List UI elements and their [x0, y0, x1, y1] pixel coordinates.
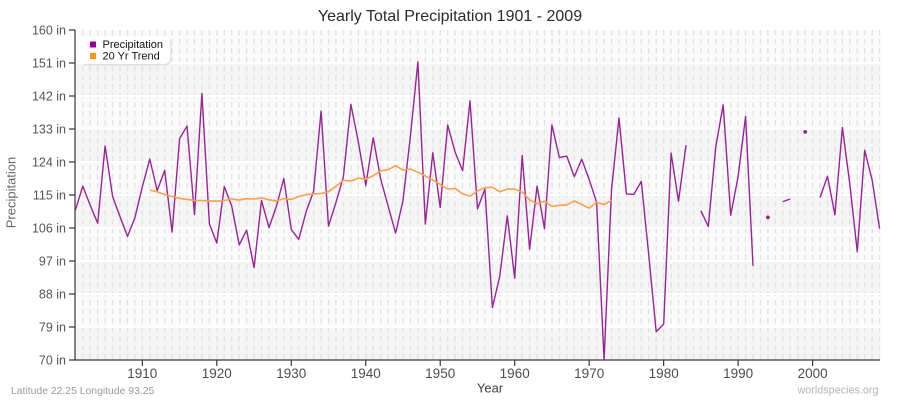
svg-text:Yearly Total Precipitation 190: Yearly Total Precipitation 1901 - 2009 — [318, 8, 582, 25]
svg-text:Precipitation: Precipitation — [103, 39, 164, 51]
svg-text:124 in: 124 in — [32, 156, 66, 170]
svg-text:88 in: 88 in — [39, 288, 66, 302]
svg-text:142 in: 142 in — [32, 90, 66, 104]
svg-text:Year: Year — [477, 381, 504, 396]
svg-text:1960: 1960 — [500, 366, 530, 381]
svg-text:115 in: 115 in — [33, 189, 66, 203]
svg-text:20 Yr Trend: 20 Yr Trend — [103, 51, 160, 63]
svg-text:1920: 1920 — [202, 366, 232, 381]
svg-text:106 in: 106 in — [32, 222, 66, 236]
svg-text:1930: 1930 — [276, 366, 306, 381]
svg-text:worldspecies.org: worldspecies.org — [796, 385, 878, 397]
svg-text:1990: 1990 — [723, 366, 753, 381]
svg-text:133 in: 133 in — [32, 123, 66, 137]
svg-text:151 in: 151 in — [32, 57, 66, 71]
svg-text:1980: 1980 — [649, 366, 679, 381]
svg-text:97 in: 97 in — [39, 255, 66, 269]
svg-text:Precipitation: Precipitation — [4, 157, 19, 229]
svg-text:2000: 2000 — [798, 366, 828, 381]
svg-text:1970: 1970 — [574, 366, 604, 381]
svg-text:79 in: 79 in — [39, 321, 66, 335]
svg-text:70 in: 70 in — [39, 354, 66, 368]
svg-text:1940: 1940 — [351, 366, 381, 381]
svg-text:160 in: 160 in — [32, 24, 66, 38]
svg-text:Latitude 22.25 Longitude 93.25: Latitude 22.25 Longitude 93.25 — [11, 386, 155, 397]
svg-text:1950: 1950 — [425, 366, 455, 381]
svg-text:1910: 1910 — [127, 366, 157, 381]
